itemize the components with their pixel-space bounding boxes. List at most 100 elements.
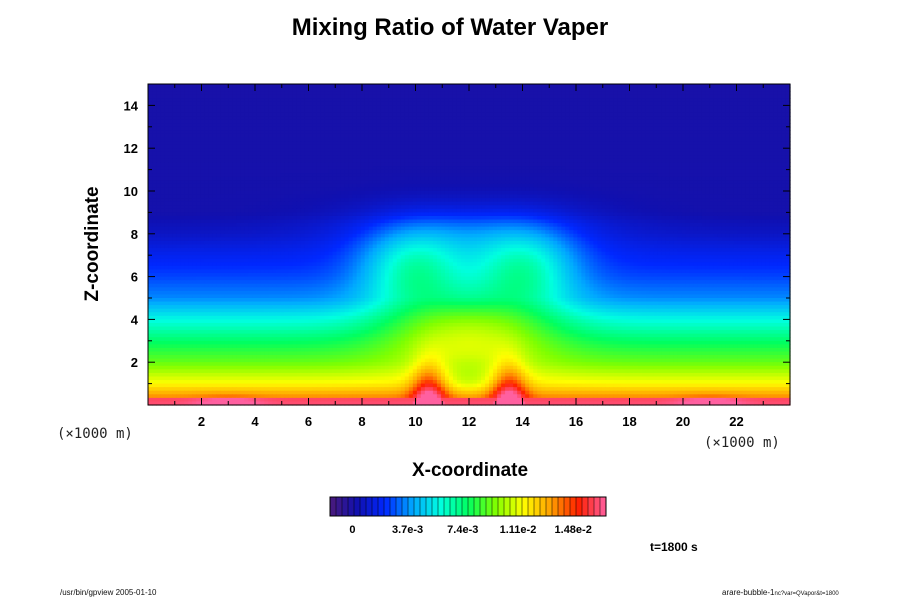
heatmap-cell [541, 87, 546, 92]
heatmap-cell [292, 176, 298, 181]
heatmap-cell [184, 173, 189, 178]
heatmap-cell [364, 166, 370, 171]
heatmap-cell [212, 144, 217, 149]
heatmap-cell [376, 162, 382, 167]
heatmap-cell [412, 183, 418, 189]
heatmap-cell [288, 137, 294, 142]
heatmap-cell [368, 94, 374, 99]
heatmap-cell [589, 87, 594, 92]
heatmap-cell [725, 151, 731, 156]
heatmap-cell [665, 137, 671, 142]
heatmap-cell [200, 119, 205, 124]
heatmap-cell [721, 123, 727, 128]
heatmap-cell [436, 98, 442, 103]
heatmap-cell [392, 84, 398, 89]
heatmap-cell [220, 169, 225, 174]
heatmap-cell [420, 191, 426, 196]
heatmap-cell [773, 116, 779, 121]
heatmap-cell [288, 194, 294, 199]
heatmap-cell [517, 133, 522, 139]
heatmap-cell [641, 187, 647, 192]
heatmap-cell [605, 187, 611, 192]
heatmap-cell [460, 187, 466, 192]
heatmap-cell [232, 94, 237, 99]
heatmap-cell [168, 194, 173, 199]
heatmap-cell [336, 105, 342, 110]
heatmap-cell [156, 183, 161, 189]
heatmap-cell [440, 173, 446, 178]
heatmap-cell [593, 98, 598, 103]
heatmap-cell [348, 173, 354, 178]
heatmap-cell [677, 169, 683, 174]
heatmap-cell [272, 98, 277, 103]
heatmap-cell [673, 116, 679, 121]
heatmap-cell [208, 123, 213, 128]
heatmap-cell [204, 126, 209, 131]
heatmap-cell [316, 91, 322, 96]
heatmap-cell [769, 108, 775, 114]
heatmap-cell [741, 144, 747, 149]
heatmap-cell [416, 98, 422, 103]
heatmap-cell [513, 133, 518, 139]
heatmap-cell [276, 116, 282, 121]
heatmap-cell [236, 166, 241, 171]
heatmap-cell [400, 176, 406, 181]
heatmap-cell [513, 162, 518, 167]
heatmap-cell [380, 126, 386, 131]
heatmap-cell [577, 133, 582, 139]
heatmap-cell [621, 151, 627, 156]
heatmap-cell [220, 180, 225, 185]
heatmap-cell [521, 119, 526, 124]
heatmap-cell [328, 91, 334, 96]
heatmap-cell [481, 116, 486, 121]
heatmap-cell [549, 141, 554, 146]
heatmap-cell [440, 176, 446, 181]
heatmap-cell [244, 141, 249, 146]
heatmap-cell [248, 98, 253, 103]
heatmap-cell [240, 166, 245, 171]
heatmap-cell [296, 108, 302, 114]
heatmap-cell [773, 94, 779, 99]
heatmap-cell [721, 162, 727, 167]
heatmap-cell [529, 176, 534, 181]
heatmap-cell [344, 126, 350, 131]
heatmap-cell [300, 191, 306, 196]
heatmap-cell [501, 91, 506, 96]
heatmap-cell [200, 105, 205, 110]
heatmap-cell [460, 91, 466, 96]
heatmap-cell [268, 130, 273, 135]
heatmap-cell [204, 94, 209, 99]
heatmap-cell [757, 116, 763, 121]
heatmap-cell [601, 91, 607, 96]
heatmap-cell [585, 183, 590, 189]
heatmap-cell [769, 148, 775, 153]
heatmap-cell [336, 101, 342, 106]
heatmap-cell [388, 183, 394, 189]
heatmap-cell [653, 183, 659, 189]
heatmap-cell [621, 191, 627, 196]
heatmap-cell [765, 119, 771, 124]
heatmap-cell [312, 130, 318, 135]
heatmap-cell [473, 180, 478, 185]
heatmap-cell [605, 169, 611, 174]
heatmap-cell [368, 137, 374, 142]
heatmap-cell [280, 133, 286, 139]
heatmap-cell [609, 155, 615, 160]
heatmap-cell [569, 162, 574, 167]
heatmap-cell [705, 133, 711, 139]
heatmap-cell [388, 144, 394, 149]
heatmap-cell [541, 123, 546, 128]
heatmap-cell [228, 84, 233, 89]
heatmap-cell [248, 105, 253, 110]
heatmap-cell [657, 173, 663, 178]
heatmap-cell [324, 173, 330, 178]
heatmap-cell [681, 84, 687, 89]
heatmap-cell [529, 137, 534, 142]
heatmap-cell [649, 155, 655, 160]
heatmap-cell [268, 183, 273, 189]
heatmap-cell [629, 169, 635, 174]
heatmap-cell [617, 166, 623, 171]
heatmap-cell [292, 123, 298, 128]
heatmap-cell [713, 191, 719, 196]
heatmap-cell [152, 194, 157, 199]
